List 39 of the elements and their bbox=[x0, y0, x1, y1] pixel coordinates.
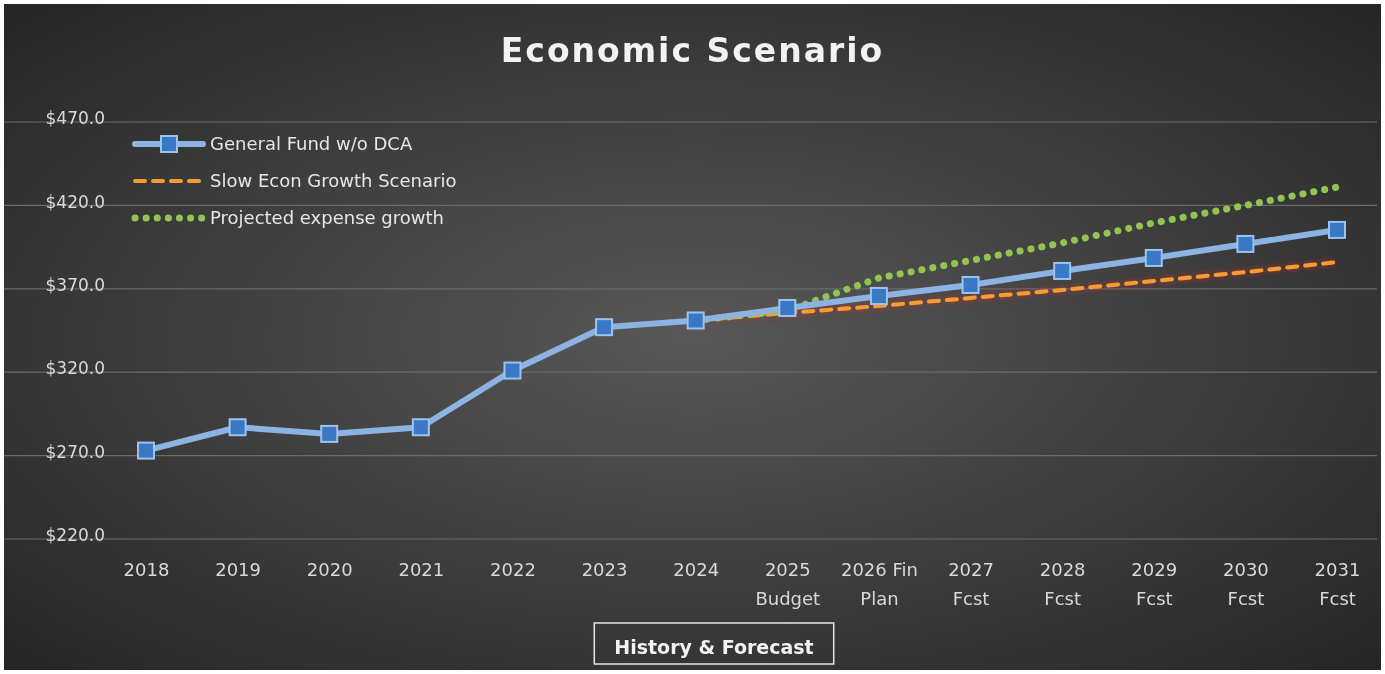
x-tick-label: 2020 bbox=[306, 558, 353, 580]
x-tick-label: 2021 bbox=[398, 558, 445, 580]
legend-label: Slow Econ Growth Scenario bbox=[210, 170, 457, 192]
point bbox=[1144, 248, 1163, 267]
x-tick-label: 2018 bbox=[123, 558, 170, 580]
point bbox=[1236, 234, 1255, 253]
x-tick-label: 2019 bbox=[215, 558, 262, 580]
legend-label: General Fund w/o DCA bbox=[210, 133, 413, 155]
point bbox=[686, 311, 705, 330]
point bbox=[595, 318, 614, 337]
point bbox=[411, 418, 430, 437]
x-tick-label: 2029 Fcst bbox=[1131, 558, 1178, 609]
x-tick-label: 2023 bbox=[581, 558, 628, 580]
legend-label: Projected expense growth bbox=[210, 207, 444, 229]
point bbox=[228, 418, 247, 437]
x-tick-label: 2026 Fin Plan bbox=[840, 558, 918, 609]
point bbox=[1328, 220, 1346, 239]
y-tick-label: $270.0 bbox=[45, 441, 105, 462]
y-tick-label: $320.0 bbox=[45, 358, 105, 379]
x-tick-label: 2022 bbox=[490, 558, 536, 580]
point bbox=[869, 286, 888, 305]
y-tick-label: $220.0 bbox=[45, 525, 105, 546]
point bbox=[961, 275, 980, 294]
y-tick-label: $370.0 bbox=[45, 275, 105, 295]
point bbox=[320, 424, 339, 443]
chart-title: Economic Scenario bbox=[500, 31, 885, 70]
y-tick-label: $470.0 bbox=[45, 108, 105, 129]
point bbox=[1053, 261, 1072, 280]
x-tick-label: 2027 Fcst bbox=[948, 558, 994, 609]
y-tick-label: $420.0 bbox=[45, 191, 105, 212]
x-tick-label: 2024 bbox=[673, 558, 720, 580]
point bbox=[778, 298, 797, 317]
point bbox=[503, 361, 522, 380]
x-axis-title: History & Forecast bbox=[614, 636, 814, 658]
x-tick-label: 2031 Fcst bbox=[1314, 558, 1361, 609]
x-tick-label: 2025 Budget bbox=[755, 558, 821, 609]
point bbox=[137, 441, 155, 460]
x-tick-label: 2030 Fcst bbox=[1222, 558, 1269, 609]
x-tick-label: 2028 Fcst bbox=[1039, 558, 1086, 609]
